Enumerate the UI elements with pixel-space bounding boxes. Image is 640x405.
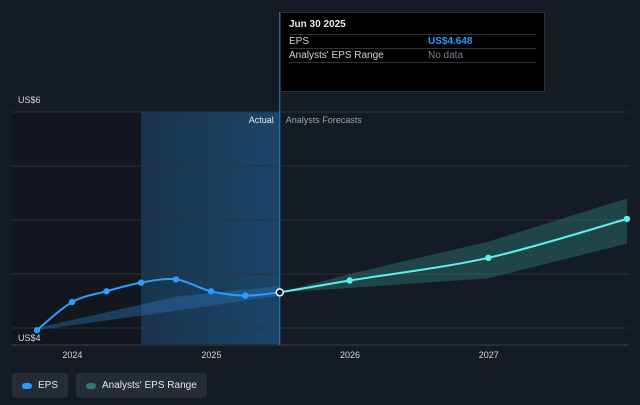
tooltip-eps-value: US$4.648 xyxy=(428,36,473,47)
y-tick-label-1: US$4 xyxy=(18,333,41,343)
actual-label: Actual xyxy=(249,115,274,125)
eps-current-point xyxy=(275,288,285,297)
tooltip-range-label: Analysts' EPS Range xyxy=(289,50,384,61)
tooltip: Jun 30 2025 EPS US$4.648 Analysts' EPS R… xyxy=(280,12,545,92)
eps-actual-point-5 xyxy=(207,288,215,295)
eps-range-forecast xyxy=(279,198,627,293)
eps-forecast-line xyxy=(279,217,628,294)
tooltip-eps-label: EPS xyxy=(289,36,310,47)
tooltip-range-value: No data xyxy=(428,50,464,61)
eps-actual-point-2 xyxy=(103,288,110,295)
eps-actual-point-0 xyxy=(33,326,41,334)
legend-item-range[interactable]: Analysts' EPS Range xyxy=(76,373,207,398)
eps-actual-point-3 xyxy=(137,279,145,286)
eps-forecast-point-3 xyxy=(623,215,631,223)
eps-forecast-point-1 xyxy=(346,277,353,284)
eps-actual-point-6 xyxy=(241,292,249,299)
legend-item-eps[interactable]: EPS xyxy=(12,373,69,398)
highlight-band xyxy=(141,112,280,344)
legend-range-label: Analysts' EPS Range xyxy=(102,380,197,391)
y-tick-label-0: US$6 xyxy=(18,95,41,105)
forecast-label: Analysts Forecasts xyxy=(286,115,363,125)
past-region xyxy=(12,112,142,344)
x-tick-label-0: 2024 xyxy=(62,350,82,360)
tooltip-date: Jun 30 2025 xyxy=(289,19,346,30)
eps-range-actual xyxy=(37,285,280,331)
eps-actual-point-1 xyxy=(68,298,76,306)
tooltip-row-eps: EPS US$4.648 xyxy=(289,34,536,48)
legend-eps-swatch-icon xyxy=(22,382,32,389)
legend-eps-label: EPS xyxy=(38,380,59,391)
eps-forecast-point-2 xyxy=(485,254,492,261)
legend: EPS Analysts' EPS Range xyxy=(12,373,207,398)
x-tick-label-1: 2025 xyxy=(201,350,221,360)
x-tick-label-3: 2027 xyxy=(479,350,499,360)
x-tick-label-2: 2026 xyxy=(340,350,360,360)
tooltip-row-range: Analysts' EPS Range No data xyxy=(289,48,536,63)
legend-range-swatch-icon xyxy=(86,382,97,389)
eps-actual-point-4 xyxy=(172,276,180,283)
